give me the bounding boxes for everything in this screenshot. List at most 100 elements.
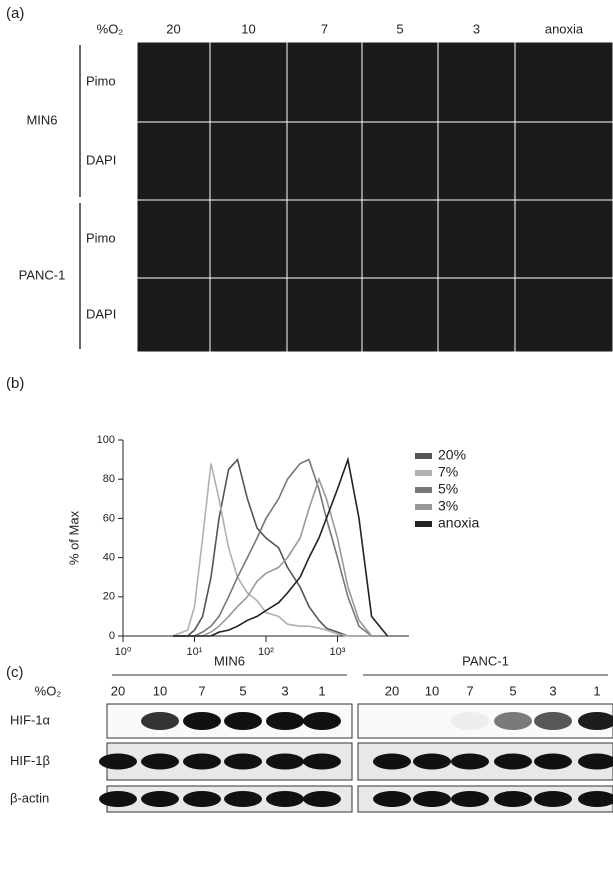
blot-band (303, 753, 341, 770)
blot-row-label: β-actin (10, 790, 49, 805)
condition-label: anoxia (545, 21, 584, 36)
blot-band (413, 753, 451, 770)
micrograph (515, 200, 613, 278)
legend-label: 7% (438, 464, 458, 480)
o2-label: %O₂ (97, 21, 124, 36)
micrograph (362, 200, 438, 278)
lane-label: 3 (549, 683, 556, 698)
panel-label: (c) (6, 664, 24, 681)
x-tick-label: 10² (258, 646, 274, 658)
legend-swatch (415, 521, 432, 527)
group-label: MIN6 (214, 653, 245, 668)
blot-band (578, 712, 613, 730)
lane-label: 20 (385, 683, 399, 698)
condition-label: 7 (321, 21, 328, 36)
blot-row-label: HIF-1α (10, 712, 51, 727)
blot-band (534, 712, 572, 730)
blot-band (373, 791, 411, 807)
row-label: Pimo (86, 230, 116, 245)
micrograph (287, 122, 362, 200)
row-label: Pimo (86, 73, 116, 88)
histogram-line (172, 463, 388, 637)
o2-label: %O₂ (35, 683, 62, 698)
blot-band (266, 791, 304, 807)
blot-band (141, 791, 179, 807)
group-label: PANC-1 (462, 653, 509, 668)
blot-band (99, 791, 137, 807)
blot-band (534, 791, 572, 807)
micrograph (210, 122, 287, 200)
micrograph (137, 42, 210, 122)
group-label: PANC-1 (19, 267, 66, 282)
micrograph (438, 42, 515, 122)
blot-band (141, 712, 179, 730)
lane-label: 10 (425, 683, 439, 698)
lane-label: 7 (466, 683, 473, 698)
blot-band (413, 791, 451, 807)
y-tick-label: 20 (103, 591, 115, 603)
blot-band (451, 712, 489, 730)
micrograph (362, 122, 438, 200)
blot-band (266, 712, 304, 730)
histogram-line (173, 476, 388, 637)
y-tick-label: 100 (97, 434, 115, 446)
legend-label: 3% (438, 498, 458, 514)
micrograph (137, 200, 210, 278)
blot-band (266, 753, 304, 770)
blot-band (224, 791, 262, 807)
legend-label: 20% (438, 447, 466, 463)
lane-label: 1 (593, 683, 600, 698)
blot-band (224, 712, 262, 730)
blot-band (494, 712, 532, 730)
lane-label: 3 (281, 683, 288, 698)
blot-band (141, 753, 179, 770)
legend-label: anoxia (438, 515, 479, 531)
x-tick-label: 10³ (330, 646, 346, 658)
micrograph (210, 42, 287, 122)
micrograph (287, 42, 362, 122)
row-label: DAPI (86, 152, 116, 167)
blot-band (303, 712, 341, 730)
micrograph (362, 278, 438, 352)
micrograph (438, 200, 515, 278)
y-tick-label: 40 (103, 552, 115, 564)
lane-label: 7 (198, 683, 205, 698)
y-axis-label: % of Max (66, 510, 81, 565)
y-tick-label: 80 (103, 473, 115, 485)
blot-band (224, 753, 262, 770)
legend-swatch (415, 504, 432, 510)
lane-label: 5 (509, 683, 516, 698)
condition-label: 5 (396, 21, 403, 36)
blot-row-label: HIF-1β (10, 753, 50, 768)
micrograph (515, 42, 613, 122)
histogram-line (173, 457, 388, 637)
lane-label: 5 (239, 683, 246, 698)
micrograph (515, 278, 613, 352)
histogram-line (173, 458, 388, 637)
blot-band (183, 712, 221, 730)
micrograph (137, 122, 210, 200)
y-tick-label: 0 (109, 630, 115, 642)
blot-band (183, 791, 221, 807)
row-label: DAPI (86, 306, 116, 321)
lane-label: 20 (111, 683, 125, 698)
lane-label: 10 (153, 683, 167, 698)
legend-swatch (415, 487, 432, 493)
blot-band (373, 753, 411, 770)
blot-band (99, 753, 137, 770)
group-label: MIN6 (26, 112, 57, 127)
condition-label: 10 (241, 21, 255, 36)
micrograph (287, 200, 362, 278)
legend-swatch (415, 470, 432, 476)
micrograph (210, 200, 287, 278)
blot-band (183, 753, 221, 770)
blot-band (494, 753, 532, 770)
histogram-line (173, 456, 389, 637)
lane-label: 1 (318, 683, 325, 698)
condition-label: 20 (166, 21, 180, 36)
micrograph (137, 278, 210, 352)
panel-label: (a) (6, 5, 24, 22)
micrograph (438, 278, 515, 352)
micrograph (287, 278, 362, 352)
